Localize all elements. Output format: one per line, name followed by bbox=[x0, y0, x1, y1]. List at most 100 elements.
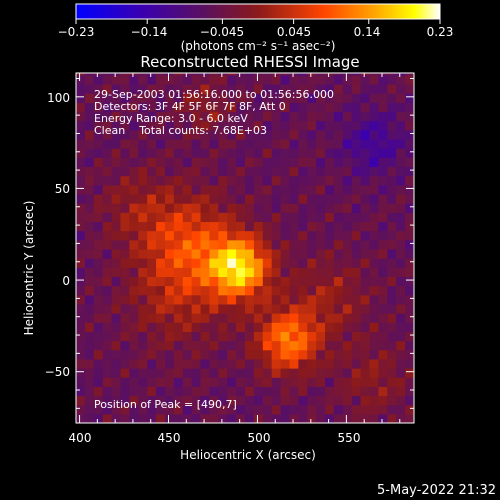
heatmap-cell bbox=[405, 129, 414, 140]
heatmap-cell bbox=[218, 73, 228, 76]
heatmap-cell bbox=[173, 166, 184, 177]
colorbar-tick-label-3: 0.045 bbox=[277, 25, 311, 39]
heatmap-cell bbox=[129, 313, 139, 323]
heatmap-cell bbox=[351, 230, 362, 241]
heatmap-cell bbox=[120, 157, 130, 168]
heatmap-cell bbox=[307, 358, 317, 369]
heatmap-cell bbox=[93, 285, 104, 296]
heatmap-cell bbox=[325, 221, 335, 232]
heatmap-cell bbox=[191, 83, 202, 94]
heatmap-cell bbox=[111, 138, 122, 149]
heatmap-cell bbox=[378, 413, 388, 423]
heatmap-cell bbox=[120, 358, 130, 369]
heatmap-cell bbox=[84, 193, 95, 204]
heatmap-cell bbox=[333, 102, 344, 113]
heatmap-cell bbox=[298, 294, 308, 305]
heatmap-cell bbox=[396, 221, 406, 232]
heatmap-cell bbox=[102, 157, 113, 168]
heatmap-cell bbox=[245, 331, 255, 342]
heatmap-cell bbox=[138, 349, 148, 360]
heatmap-cell bbox=[218, 267, 228, 277]
heatmap-cell bbox=[102, 73, 113, 76]
heatmap-cell bbox=[84, 157, 95, 168]
heatmap-cell bbox=[102, 303, 113, 314]
heatmap-cell bbox=[173, 175, 184, 186]
heatmap-cell bbox=[271, 349, 282, 360]
heatmap-cell bbox=[271, 120, 282, 131]
heatmap-cell bbox=[76, 395, 86, 406]
heatmap-cell bbox=[227, 193, 237, 204]
heatmap-cell bbox=[138, 212, 148, 223]
heatmap-cell bbox=[129, 322, 139, 332]
heatmap-cell bbox=[200, 148, 211, 158]
heatmap-cell bbox=[342, 166, 353, 177]
heatmap-cell bbox=[111, 395, 122, 406]
heatmap-cell bbox=[307, 184, 317, 195]
heatmap-cell bbox=[200, 111, 211, 122]
heatmap-cell bbox=[316, 93, 326, 103]
heatmap-cell bbox=[138, 175, 148, 186]
heatmap-cell bbox=[245, 102, 255, 113]
heatmap-cell bbox=[387, 303, 397, 314]
heatmap-cell bbox=[191, 413, 202, 423]
heatmap-cell bbox=[156, 413, 166, 423]
heatmap-cell bbox=[387, 102, 397, 113]
heatmap-cell bbox=[164, 276, 175, 287]
heatmap-cell bbox=[209, 331, 219, 342]
heatmap-cell bbox=[280, 184, 291, 195]
heatmap-cell bbox=[236, 322, 246, 332]
heatmap-cell bbox=[271, 248, 282, 259]
heatmap-cell bbox=[173, 184, 184, 195]
heatmap-cell bbox=[182, 276, 193, 287]
heatmap-cell bbox=[84, 358, 95, 369]
heatmap-cell bbox=[236, 193, 246, 204]
heatmap-cell bbox=[173, 138, 184, 149]
heatmap-cell bbox=[156, 73, 166, 76]
heatmap-cell bbox=[236, 285, 246, 296]
heatmap-cell bbox=[253, 386, 264, 397]
heatmap-cell bbox=[156, 148, 166, 158]
heatmap-cell bbox=[102, 368, 113, 378]
heatmap-cell bbox=[93, 258, 104, 268]
heatmap-cell bbox=[84, 294, 95, 305]
heatmap-cell bbox=[164, 331, 175, 342]
heatmap-cell bbox=[111, 120, 122, 131]
heatmap-cell bbox=[191, 358, 202, 369]
heatmap-cell bbox=[147, 386, 157, 397]
heatmap-cell bbox=[405, 184, 414, 195]
heatmap-cell bbox=[129, 413, 139, 423]
heatmap-cell bbox=[111, 377, 122, 387]
heatmap-cell bbox=[369, 404, 380, 415]
heatmap-cell bbox=[76, 193, 86, 204]
heatmap-cell bbox=[396, 349, 406, 360]
heatmap-cell bbox=[236, 120, 246, 131]
heatmap-cell bbox=[191, 221, 202, 232]
heatmap-cell bbox=[164, 221, 175, 232]
heatmap-cell bbox=[182, 212, 193, 223]
heatmap-cell bbox=[227, 175, 237, 186]
heatmap-cell bbox=[280, 303, 291, 314]
heatmap-cell bbox=[245, 73, 255, 76]
heatmap-cell bbox=[111, 166, 122, 177]
heatmap-cell bbox=[396, 267, 406, 277]
heatmap-cell bbox=[120, 313, 130, 323]
heatmap-cell bbox=[173, 404, 184, 415]
heatmap-cell bbox=[369, 83, 380, 94]
heatmap-cell bbox=[325, 331, 335, 342]
heatmap-cell bbox=[191, 102, 202, 113]
heatmap-cell bbox=[227, 239, 237, 250]
heatmap-cell bbox=[147, 221, 157, 232]
heatmap-cell bbox=[405, 193, 414, 204]
heatmap-cell bbox=[209, 184, 219, 195]
heatmap-cell bbox=[93, 102, 104, 113]
heatmap-cell bbox=[191, 239, 202, 250]
colorbar-tick-label-5: 0.23 bbox=[427, 25, 454, 39]
heatmap-cell bbox=[307, 212, 317, 223]
heatmap-cell bbox=[387, 331, 397, 342]
heatmap-cell bbox=[138, 193, 148, 204]
heatmap-cell bbox=[200, 340, 211, 351]
heatmap-cell bbox=[164, 111, 175, 122]
heatmap-cell bbox=[351, 221, 362, 232]
heatmap-cell bbox=[218, 404, 228, 415]
heatmap-cell bbox=[245, 148, 255, 158]
